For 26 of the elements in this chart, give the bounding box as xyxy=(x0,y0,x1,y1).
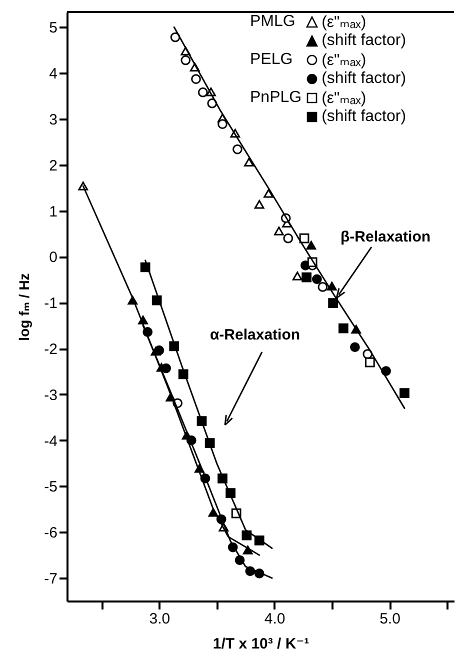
y-tick-label: -1 xyxy=(44,295,58,312)
y-tick-label: 0 xyxy=(49,249,58,266)
x-tick-label: 3.0 xyxy=(149,610,170,628)
text: PMLG (ε"ₘₐₓ) xyxy=(250,13,366,31)
legend-label: (shift factor) xyxy=(320,32,408,50)
y-tick-label: 4 xyxy=(49,66,58,83)
y-tick-label: -4 xyxy=(44,432,58,450)
y-tick-label: -2 xyxy=(44,341,58,358)
y-tick-label: 2 xyxy=(49,157,58,174)
x-tick-label: 4.0 xyxy=(264,610,286,628)
x-tick-label: 5.0 xyxy=(380,610,400,628)
y-tick-label: -5 xyxy=(44,478,58,496)
annotation: α-Relaxation xyxy=(210,326,300,344)
y-tick-label: -7 xyxy=(44,570,58,588)
y-tick-label: 3 xyxy=(49,111,58,128)
text: PnPLG (ε"ₘₐₓ) xyxy=(250,89,366,107)
annotation: β-Relaxation xyxy=(340,228,431,246)
legend-label: (shift factor) xyxy=(320,108,408,126)
text: PELG (ε"ₘₐₓ) xyxy=(250,51,366,69)
legend-label: (shift factor) xyxy=(320,70,408,88)
y-tick-label: 5 xyxy=(49,20,58,37)
y-axis-title: log fₘ / Hz xyxy=(16,273,32,341)
y-tick-label: -3 xyxy=(44,386,58,404)
y-tick-label: 1 xyxy=(49,203,58,220)
x-axis-title: 1/T x 10³ / K⁻¹ xyxy=(212,636,310,652)
y-tick-label: -6 xyxy=(44,524,58,542)
